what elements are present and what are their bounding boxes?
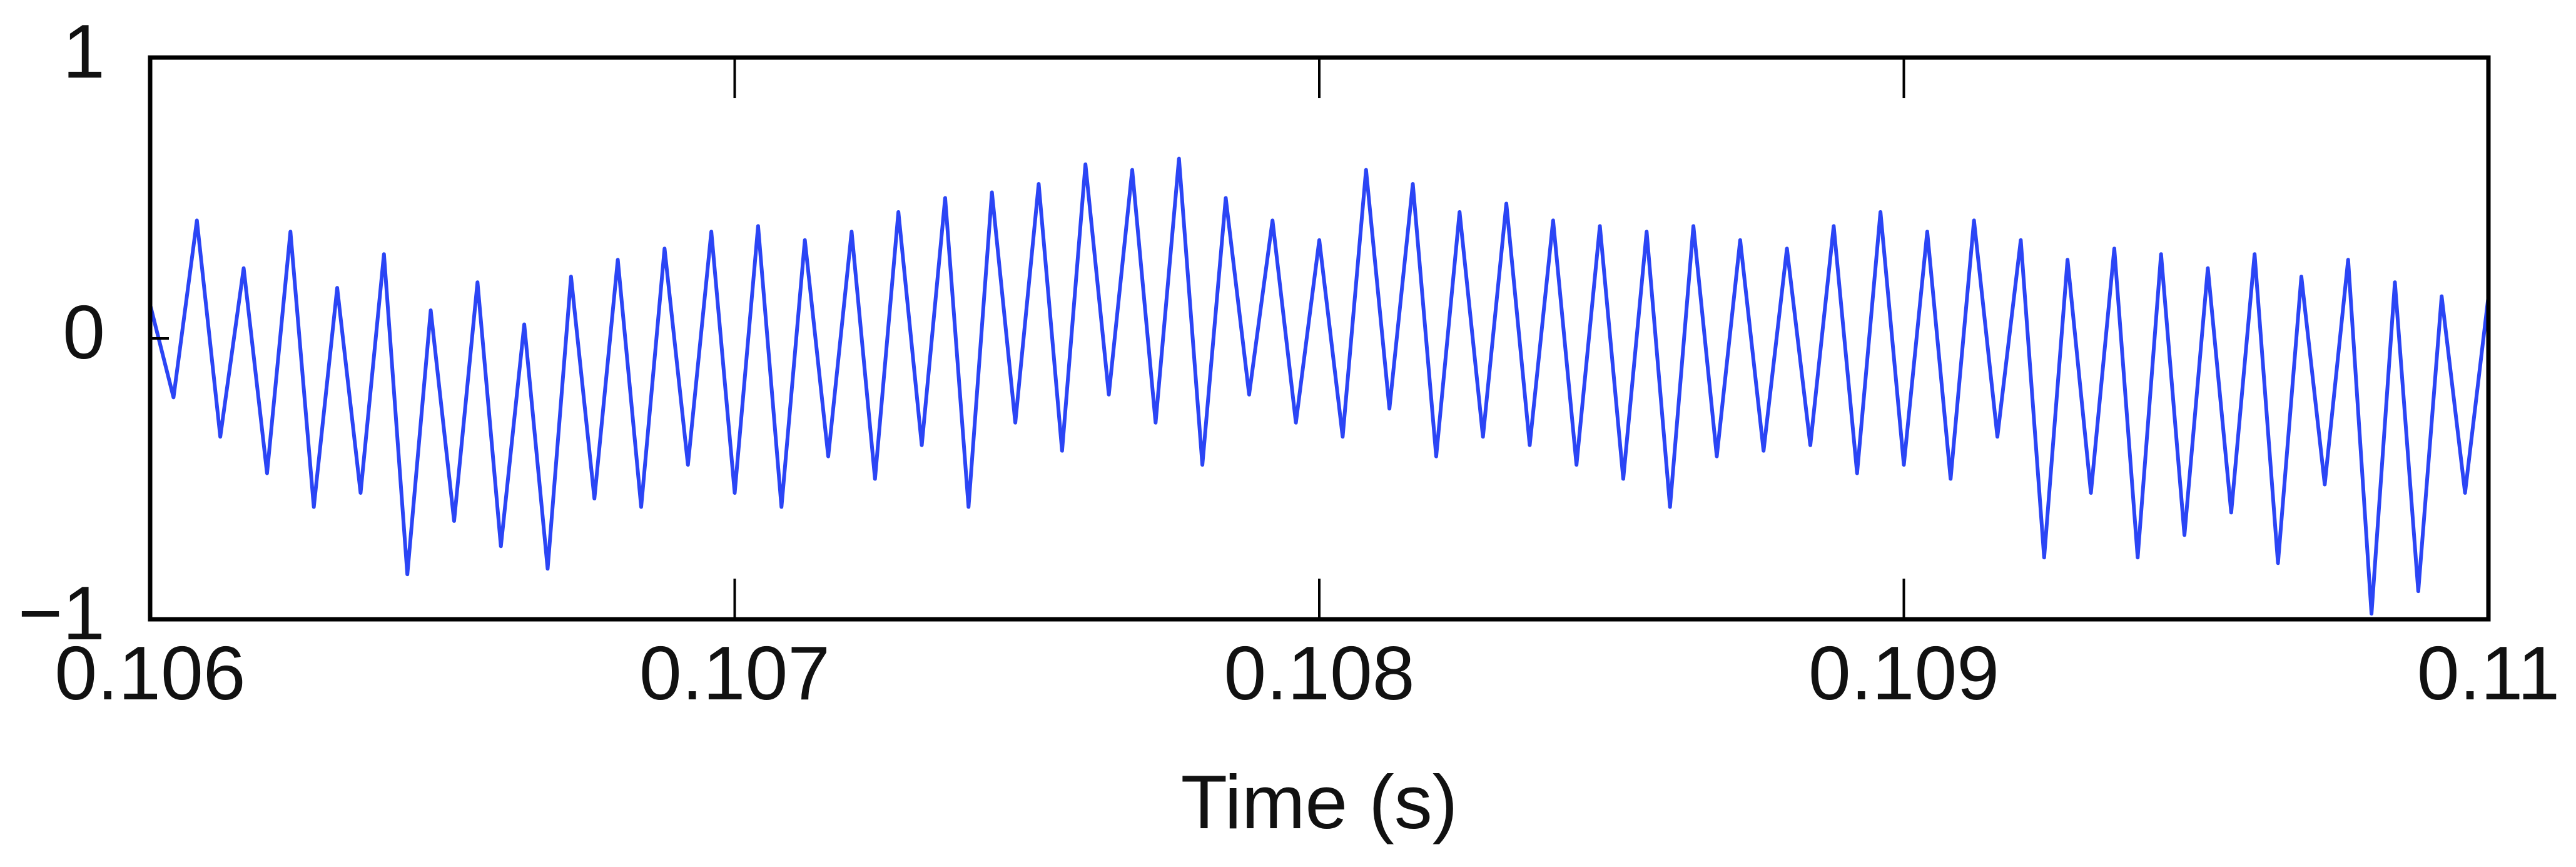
x-tick-label: 0.107 <box>639 631 830 716</box>
x-tick-label: 0.106 <box>54 631 245 716</box>
x-axis-label: Time (s) <box>1181 759 1458 844</box>
y-tick-label: 0 <box>63 290 105 375</box>
x-tick-label: 0.108 <box>1224 631 1414 716</box>
x-tick-label: 0.11 <box>2417 631 2560 716</box>
y-tick-label: 1 <box>63 9 105 94</box>
signal-line <box>148 156 2490 616</box>
x-tick-label: 0.109 <box>1808 631 1999 716</box>
y-tick-label: −1 <box>18 570 105 656</box>
